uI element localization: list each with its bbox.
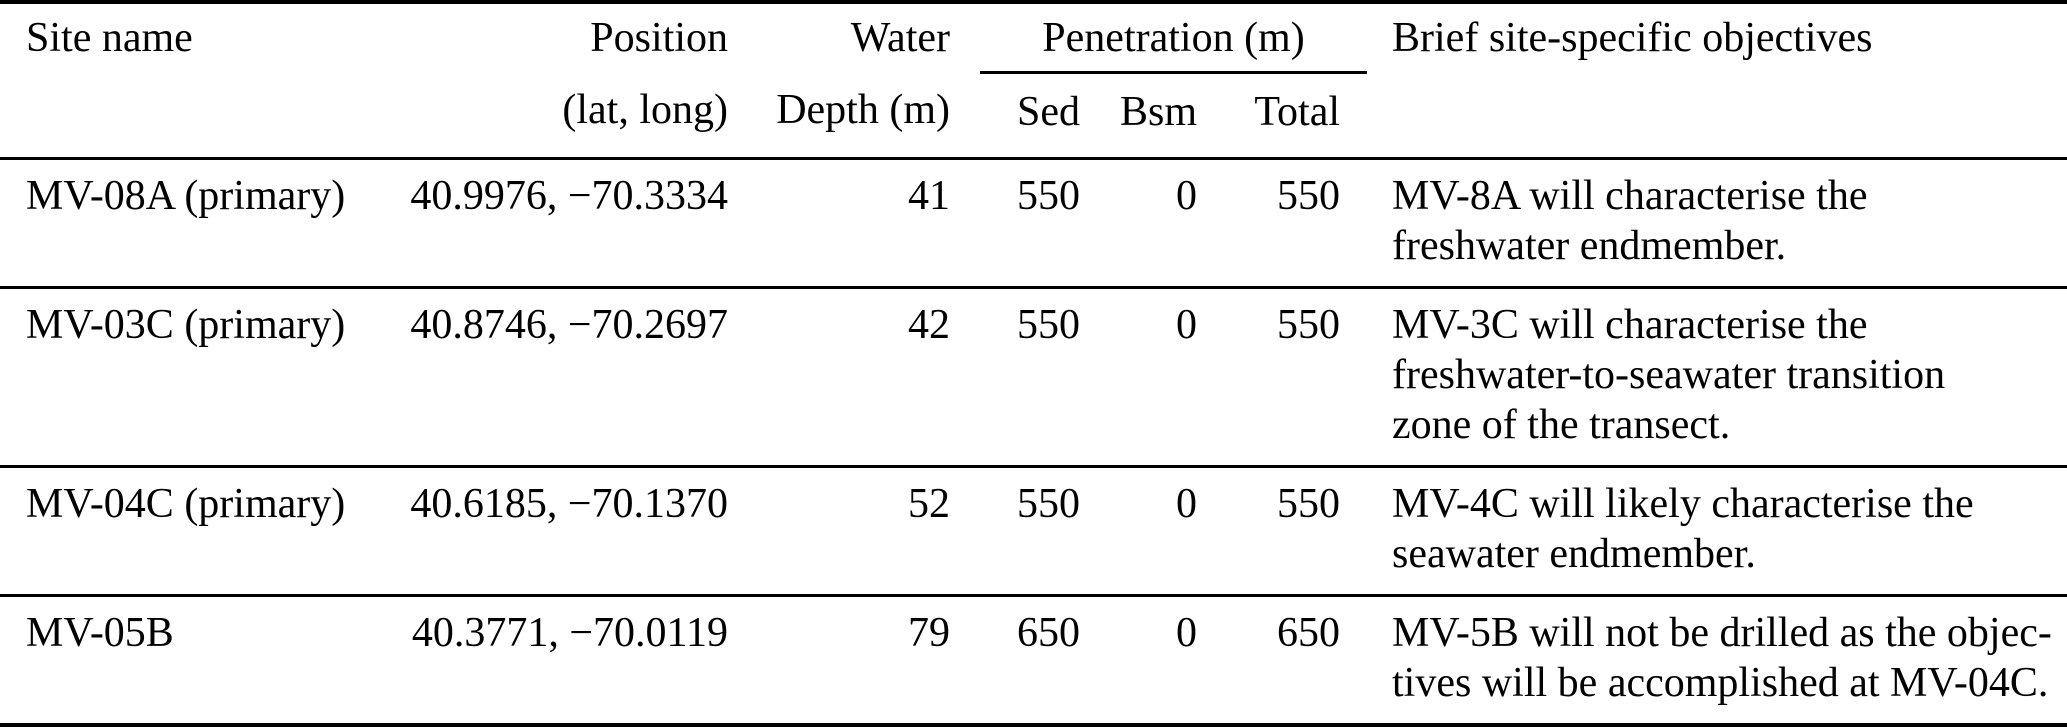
- sed-cell: 650: [1017, 609, 1080, 656]
- table-row: MV-03C (primary) 40.8746, −70.2697 42 55…: [0, 287, 2067, 466]
- site-name-cell: MV-05B: [26, 609, 174, 656]
- position-cell: 40.3771, −70.0119: [411, 609, 728, 656]
- position-cell: 40.6185, −70.1370: [410, 480, 728, 527]
- site-name-cell: MV-03C (primary): [26, 301, 346, 348]
- header-row-1: Site name Position Water Penetration (m)…: [0, 2, 2067, 74]
- header-bsm: Bsm: [1119, 88, 1197, 135]
- sed-cell: 550: [1017, 172, 1080, 219]
- header-objectives-spacer: [1367, 72, 2067, 158]
- bsm-cell: 0: [1176, 172, 1197, 219]
- objectives-line: MV-4C will likely characterise the: [1392, 480, 1974, 527]
- sed-cell: 550: [1017, 480, 1080, 527]
- objectives-cell: MV-8A will characterise the freshwater e…: [1367, 158, 2067, 287]
- header-position-sub: (lat, long): [562, 87, 728, 133]
- header-site-name: Site name: [26, 15, 193, 61]
- table-row: MV-08A (primary) 40.9976, −70.3334 41 55…: [0, 158, 2067, 287]
- header-total: Total: [1254, 88, 1341, 135]
- objectives-line: zone of the transect.: [1392, 401, 1731, 448]
- table-body: MV-08A (primary) 40.9976, −70.3334 41 55…: [0, 158, 2067, 725]
- bsm-cell: 0: [1176, 609, 1197, 656]
- objectives-line: freshwater-to-seawater transition: [1392, 351, 1946, 398]
- header-water-sub: Depth (m): [776, 87, 950, 133]
- total-cell: 550: [1277, 172, 1341, 219]
- position-cell: 40.8746, −70.2697: [410, 301, 728, 348]
- total-cell: 550: [1277, 301, 1341, 348]
- header-sed: Sed: [1017, 88, 1080, 135]
- objectives-cell: MV-4C will likely characterise the seawa…: [1367, 466, 2067, 595]
- header-penetration-group: Penetration (m): [980, 2, 1368, 74]
- objectives-cell: MV-5B will not be drilled as the objec- …: [1367, 595, 2067, 725]
- water-depth-cell: 41: [908, 172, 950, 219]
- water-depth-cell: 42: [908, 301, 950, 348]
- header-site-name-spacer: [0, 72, 400, 158]
- total-cell: 550: [1277, 480, 1341, 527]
- bsm-cell: 0: [1176, 480, 1197, 527]
- objectives-line: MV-5B will not be drilled as the objec-: [1392, 609, 2052, 656]
- water-depth-cell: 52: [908, 480, 950, 527]
- table-row: MV-05B 40.3771, −70.0119 79 650 0 650 MV…: [0, 595, 2067, 725]
- header-position: Position: [590, 15, 728, 61]
- table-row: MV-04C (primary) 40.6185, −70.1370 52 55…: [0, 466, 2067, 595]
- header-row-2: (lat, long) Depth (m) Sed Bsm Total: [0, 72, 2067, 158]
- total-cell: 650: [1277, 609, 1341, 656]
- objectives-line: tives will be accomplished at MV-04C.: [1392, 659, 2049, 706]
- header-objectives: Brief site-specific objectives: [1392, 15, 1873, 61]
- objectives-line: MV-3C will characterise the: [1392, 301, 1868, 348]
- table-header: Site name Position Water Penetration (m)…: [0, 2, 2067, 158]
- objectives-line: seawater endmember.: [1392, 530, 1756, 577]
- header-water: Water: [850, 15, 950, 61]
- objectives-line: freshwater endmember.: [1392, 222, 1787, 269]
- site-name-cell: MV-04C (primary): [26, 480, 346, 527]
- objectives-line: MV-8A will characterise the: [1392, 172, 1868, 219]
- water-depth-cell: 79: [908, 609, 950, 656]
- position-cell: 40.9976, −70.3334: [410, 172, 728, 219]
- objectives-cell: MV-3C will characterise the freshwater-t…: [1367, 287, 2067, 466]
- sed-cell: 550: [1017, 301, 1080, 348]
- bsm-cell: 0: [1176, 301, 1197, 348]
- site-name-cell: MV-08A (primary): [26, 172, 346, 219]
